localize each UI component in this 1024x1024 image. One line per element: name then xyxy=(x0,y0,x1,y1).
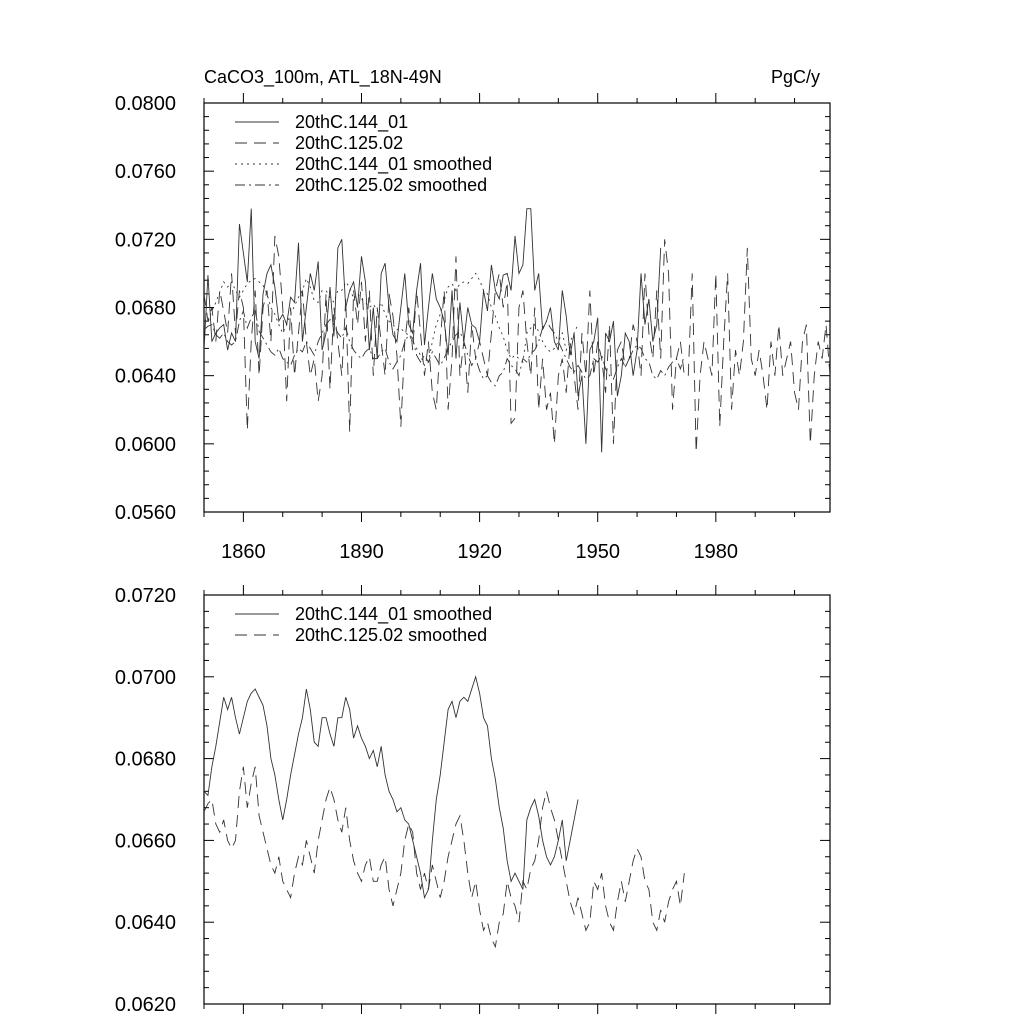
x-tick-label: 1860 xyxy=(221,541,266,563)
legend-label-3: 20thC.144_01 smoothed xyxy=(295,154,492,175)
y-tick-label: 0.0720 xyxy=(115,229,176,251)
chart-title-left: CaCO3_100m, ATL_18N-49N xyxy=(204,67,442,88)
plot-frame xyxy=(203,594,831,1005)
legend-label-2: 20thC.125.02 xyxy=(295,133,403,153)
chart-panel-1: 0.0560 0.0600 0.0640 0.0680 0.0720 0.0760 0.08… xyxy=(115,93,831,563)
x-tick-label: 1980 xyxy=(694,541,739,563)
chart-panel-2: 0.0620 0.0640 0.0660 0.0680 0.0700 0.0720 20th… xyxy=(115,585,831,1016)
legend-label-4: 20thC.125.02 smoothed xyxy=(295,175,487,195)
x-tick-label: 1920 xyxy=(457,541,502,563)
y-tick-label: 0.0800 xyxy=(115,93,176,115)
y-tick-label: 0.0560 xyxy=(115,502,176,524)
x-tick-label: 1890 xyxy=(339,541,384,563)
y-tick-label: 0.0640 xyxy=(115,366,176,388)
series-line-3 xyxy=(204,272,579,367)
series-line-2 xyxy=(204,235,830,453)
legend-label-2: 20thC.125.02 smoothed xyxy=(295,625,487,645)
series-line-1 xyxy=(204,675,579,900)
y-tick-label: 0.0700 xyxy=(115,667,176,689)
y-tick-label: 0.0720 xyxy=(115,585,176,607)
y-tick-label: 0.0660 xyxy=(115,830,176,852)
x-tick-label: 1950 xyxy=(575,541,620,563)
y-tick-label: 0.0760 xyxy=(115,161,176,183)
y-tick-label: 0.0620 xyxy=(115,994,176,1016)
chart-units-label: PgC/y xyxy=(771,67,820,87)
series-line-4 xyxy=(204,309,685,387)
y-tick-label: 0.0600 xyxy=(115,434,176,456)
series-line-1 xyxy=(204,208,662,453)
legend-label-1: 20thC.144_01 xyxy=(295,112,408,133)
y-tick-label: 0.0680 xyxy=(115,749,176,771)
legend-label-1: 20thC.144_01 smoothed xyxy=(295,604,492,625)
series-line-2 xyxy=(204,766,685,949)
y-tick-label: 0.0640 xyxy=(115,912,176,934)
y-tick-label: 0.0680 xyxy=(115,298,176,320)
